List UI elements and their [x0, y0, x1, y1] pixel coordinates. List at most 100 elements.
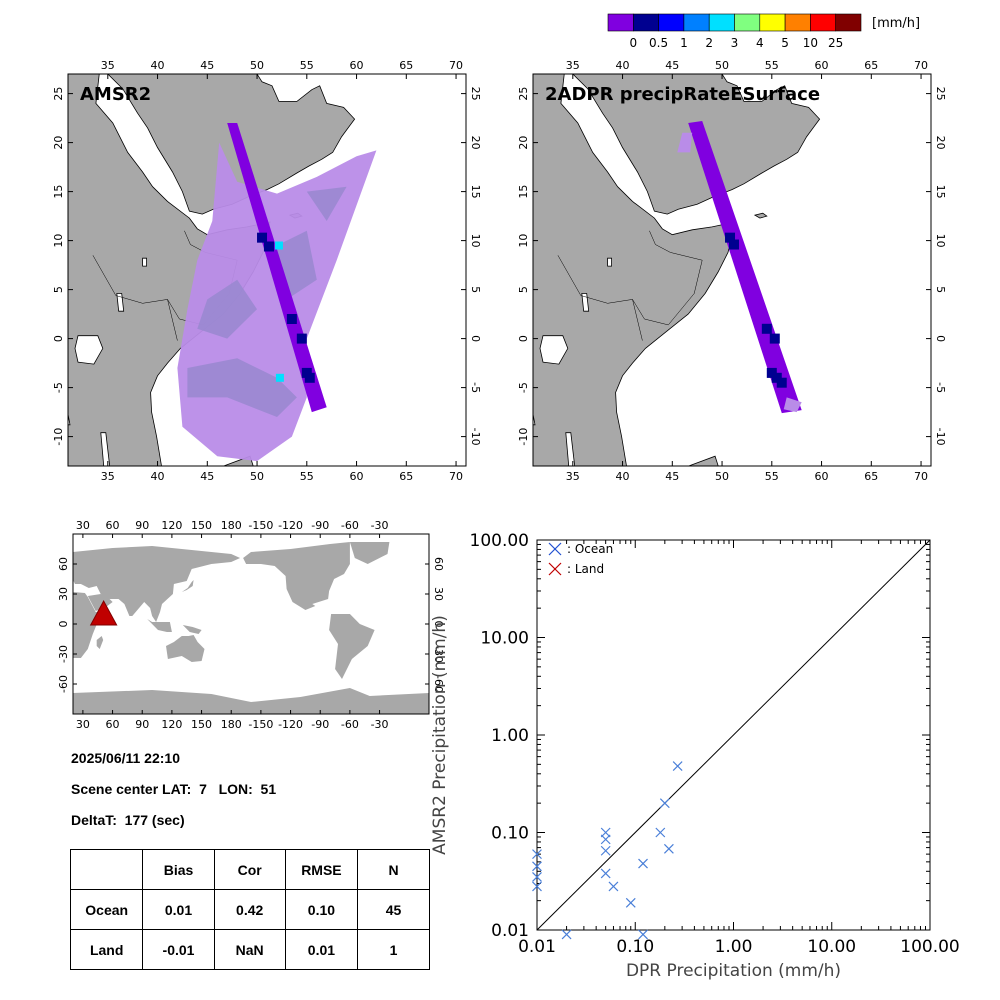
- x-tick-label: 10.00: [807, 937, 856, 957]
- land-cor: NaN: [213, 929, 286, 970]
- row-label-land: Land: [69, 929, 144, 970]
- world-lat-label: -60: [432, 675, 445, 693]
- lon-tick-label: 50: [715, 59, 729, 72]
- lat-tick-label: -10: [517, 428, 530, 446]
- world-lon-label: 90: [135, 519, 149, 532]
- world-lon-label: 120: [161, 718, 182, 731]
- lat-tick-label: 15: [52, 185, 65, 199]
- world-land: [329, 614, 375, 679]
- lat-tick-label: 15: [469, 185, 480, 199]
- lat-tick-label: -10: [469, 428, 480, 446]
- lon-tick-label: 70: [914, 470, 928, 483]
- lon-tick-label: 40: [616, 470, 630, 483]
- colorbar-unit: [mm/h]: [872, 16, 920, 31]
- lon-tick-label: 45: [665, 470, 679, 483]
- rain-pixel: [286, 314, 297, 324]
- lat-tick-label: -10: [934, 428, 945, 446]
- world-lon-label: 150: [191, 519, 212, 532]
- scatter-plot: 0.010.01 0.10 0.10 1.00 1.00 10.00 10.00 100.00…: [430, 531, 960, 981]
- lake: [539, 335, 569, 365]
- lake: [607, 257, 612, 267]
- world-lon-label: 120: [161, 519, 182, 532]
- table-header-row: Bias Cor RMSE N: [69, 849, 430, 890]
- lake: [74, 335, 104, 365]
- lat-tick-label: 0: [517, 335, 530, 342]
- data-point: [532, 872, 542, 882]
- lon-tick-label: 50: [250, 59, 264, 72]
- lat-tick-label: 20: [517, 136, 530, 150]
- border-line: [92, 255, 178, 341]
- world-land: [73, 688, 429, 714]
- y-tick-label: 10.00: [480, 629, 529, 649]
- rain-patch: [783, 397, 802, 413]
- stats-table: Bias Cor RMSE N Ocean 0.01 0.42 0.10 45 …: [69, 849, 430, 970]
- rain-pixel: [263, 241, 274, 252]
- x-tick-label: 0.10: [616, 937, 654, 957]
- row-label-ocean: Ocean: [69, 889, 144, 930]
- colorbar-label: 1: [680, 36, 688, 50]
- header-bias: Bias: [142, 849, 215, 890]
- y-tick-label: 100.00: [470, 531, 529, 551]
- data-point: [655, 827, 666, 838]
- world-map: 30 30 60 60 90 90 120 120 150 150 180 180 -150 -150 -1…: [57, 519, 445, 731]
- rain-pixel: [275, 373, 284, 382]
- lon-tick-label: 60: [815, 470, 829, 483]
- lon-tick-label: 65: [399, 470, 413, 483]
- table-row: Land -0.01 NaN 0.01 1: [69, 929, 430, 970]
- lat-tick-label: -5: [517, 382, 530, 393]
- data-point: [561, 929, 572, 940]
- lat-tick-label: 5: [517, 286, 530, 293]
- rain-pixel: [766, 367, 777, 378]
- world-lon-label: -30: [371, 718, 389, 731]
- data-point: [638, 929, 648, 940]
- lake: [116, 293, 125, 312]
- lake: [100, 432, 111, 466]
- lat-tick-label: 25: [934, 87, 945, 101]
- rain-pixel: [776, 377, 787, 388]
- ocean-cor: 0.42: [213, 889, 286, 930]
- lat-tick-label: 20: [469, 136, 480, 150]
- ocean-rmse: 0.10: [284, 889, 359, 930]
- scene-datetime: 2025/06/11 22:10: [71, 750, 180, 766]
- world-land: [73, 592, 104, 658]
- colorbar: [mm/h] 0 0.5 1 2 3 4 5 10 25: [607, 13, 920, 50]
- world-lat-label: -60: [57, 675, 70, 693]
- lon-tick-label: 60: [350, 59, 364, 72]
- data-point: [672, 761, 683, 772]
- world-lon-label: 30: [76, 519, 90, 532]
- data-point: [659, 798, 670, 809]
- rain-pixel: [769, 333, 780, 344]
- scene-marker-icon: [89, 599, 118, 626]
- header-rmse: RMSE: [284, 849, 359, 890]
- colorbar-swatch: [835, 13, 862, 32]
- lon-tick-label: 45: [200, 59, 214, 72]
- world-land: [147, 619, 172, 632]
- colorbar-label: 0.5: [649, 36, 668, 50]
- world-lon-label: -30: [371, 519, 389, 532]
- rain-patch: [677, 132, 693, 153]
- lon-tick-label: 40: [151, 470, 165, 483]
- lat-tick-label: 5: [934, 286, 945, 293]
- y-tick-label: 0.10: [491, 824, 529, 844]
- y-tick-label: 0.01: [491, 921, 529, 941]
- world-lat-label: 30: [57, 587, 70, 601]
- lon-tick-label: 55: [765, 59, 779, 72]
- data-point: [638, 858, 648, 869]
- x-tick-label: 100.00: [900, 937, 959, 957]
- lon-tick-label: 45: [665, 59, 679, 72]
- lon-tick-label: 45: [200, 470, 214, 483]
- map-title: AMSR2: [80, 84, 151, 105]
- colorbar-swatch: [810, 13, 836, 32]
- lat-tick-label: 5: [469, 286, 480, 293]
- colorbar-swatch: [708, 13, 735, 32]
- lon-tick-label: 40: [616, 59, 630, 72]
- land-mass: [687, 455, 719, 466]
- lon-tick-label: 65: [864, 59, 878, 72]
- y-tick-label: 1.00: [491, 726, 529, 746]
- colorbar-swatch: [683, 13, 710, 32]
- land-n: 1: [357, 929, 430, 970]
- world-land: [243, 542, 350, 610]
- one-to-one-line: [536, 539, 931, 931]
- world-lon-label: -60: [341, 718, 359, 731]
